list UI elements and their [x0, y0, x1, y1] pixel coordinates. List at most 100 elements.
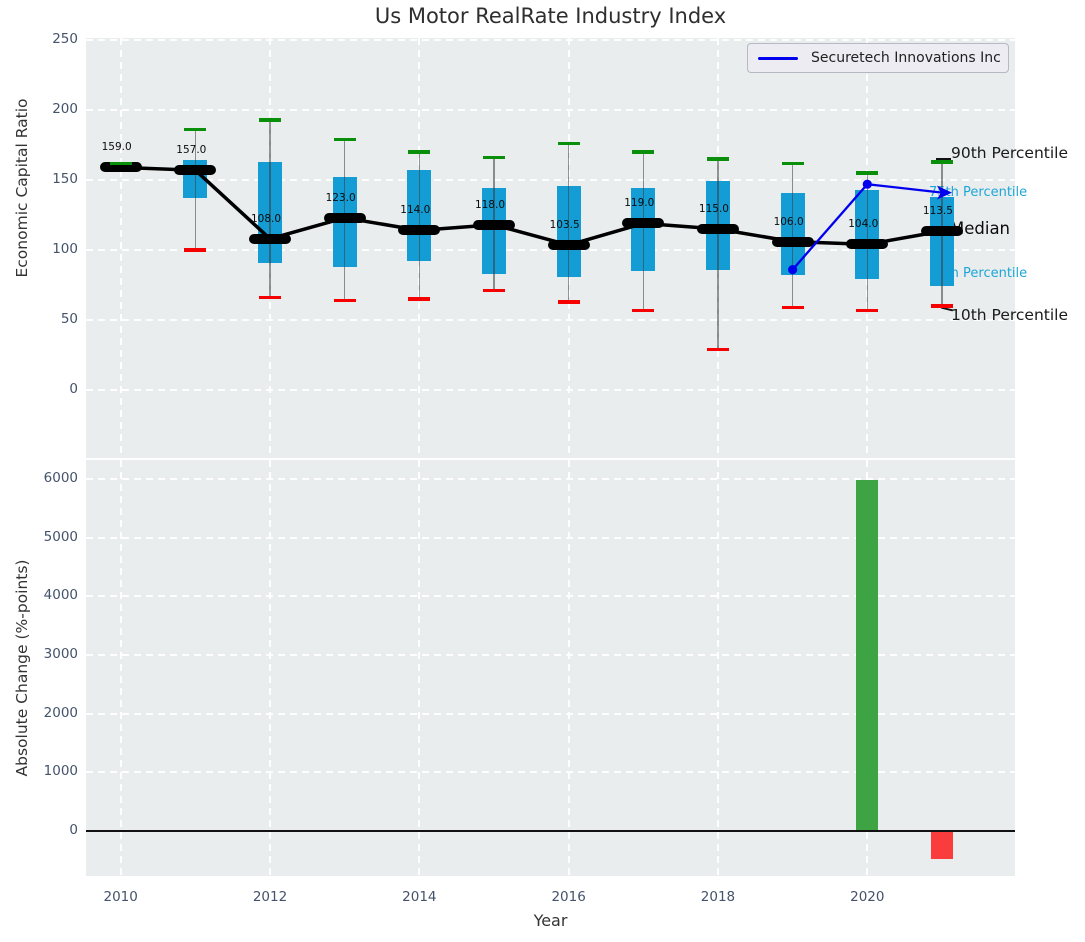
- p10-cap-2021: [930, 304, 953, 308]
- top-gridline-h: [86, 249, 1015, 251]
- p90-cap-2016: [557, 141, 580, 146]
- bottom-ytick-label: 6000: [43, 469, 78, 486]
- p10-cap-2018: [706, 347, 729, 352]
- median-marker-2019: [771, 236, 814, 247]
- bottom-gridline-v: [567, 460, 570, 876]
- whisker-2012: [269, 119, 271, 298]
- bottom-ytick-label: 3000: [43, 645, 78, 662]
- median-value-label-2010: 159.0: [101, 141, 132, 154]
- bottom-ytick-label: 4000: [43, 587, 78, 604]
- bottom-gridline-h: [86, 536, 1015, 539]
- p10-cap-2016: [557, 300, 580, 304]
- p90-cap-2019: [781, 161, 804, 165]
- p90-cap-2010: [109, 161, 132, 165]
- xtick-label: 2016: [551, 889, 586, 905]
- p90-leader-line: [936, 158, 951, 160]
- p10-cap-2012: [259, 295, 282, 300]
- p10-cap-2011: [184, 248, 207, 252]
- median-marker-2010: [99, 162, 142, 173]
- median-value-label-2012: 108.0: [250, 212, 282, 225]
- xtick-label: 2018: [700, 889, 736, 905]
- bottom-ytick-label: 0: [69, 822, 78, 838]
- p90-cap-2017: [632, 150, 655, 154]
- company-point-2020: [862, 179, 872, 189]
- xtick-label: 2010: [103, 889, 138, 905]
- median-value-label-2016: 103.5: [549, 219, 580, 232]
- legend: Securetech Innovations Inc: [747, 43, 1009, 73]
- legend-label: Securetech Innovations Inc: [811, 50, 1001, 66]
- p10-cap-2020: [856, 308, 879, 312]
- top-gridline-v: [119, 38, 122, 458]
- median-value-label-2020: 104.0: [848, 218, 879, 231]
- median-value-label-2014: 114.0: [400, 204, 431, 217]
- top-ytick-label: 100: [52, 241, 78, 257]
- top-gridline-h: [86, 319, 1015, 321]
- p90-cap-2014: [408, 150, 431, 154]
- p10-cap-2019: [781, 305, 804, 310]
- bottom-gridline-v: [418, 460, 421, 876]
- p90-cap-2021: [930, 160, 953, 164]
- median-value-label-2018: 115.0: [698, 203, 729, 215]
- bottom-gridline-h: [86, 712, 1015, 715]
- p90-cap-2012: [259, 118, 282, 122]
- x-axis-label: Year: [533, 911, 568, 930]
- p10-cap-2017: [632, 308, 655, 312]
- top-ytick-label: 0: [69, 381, 78, 397]
- zero-line: [86, 830, 1015, 832]
- median-marker-2012: [249, 233, 292, 244]
- whisker-2018: [717, 159, 719, 350]
- annotation-p90-label: 90th Percentile: [951, 144, 1069, 162]
- p90-cap-2018: [706, 157, 729, 161]
- median-marker-2014: [398, 225, 441, 236]
- top-ytick-label: 250: [52, 31, 78, 47]
- top-gridline-h: [86, 389, 1015, 391]
- annotation-median-label: Median: [950, 219, 1011, 238]
- annotation-p10-label: 10th Percentile: [951, 306, 1069, 324]
- top-gridline-h: [86, 109, 1015, 111]
- top-ytick-label: 50: [60, 311, 78, 327]
- bottom-gridline-h: [86, 771, 1015, 774]
- p90-cap-2011: [184, 127, 207, 132]
- median-value-label-2017: 119.0: [624, 197, 655, 210]
- xtick-label: 2014: [402, 889, 437, 905]
- whisker-2017: [642, 152, 645, 311]
- bottom-gridline-v: [716, 460, 719, 876]
- median-value-label-2011: 157.0: [176, 144, 207, 157]
- bottom-gridline-h: [86, 653, 1015, 656]
- median-marker-2021: [920, 226, 963, 237]
- median-value-label-2021: 113.5: [922, 205, 953, 218]
- median-marker-2011: [174, 165, 217, 176]
- p10-cap-2015: [483, 288, 505, 293]
- top-ytick-label: 200: [52, 101, 78, 117]
- company-line: [791, 182, 943, 271]
- annotation-p75-label: 75th Percentile: [929, 185, 1028, 200]
- change-bar-2021: [930, 831, 953, 860]
- median-marker-2020: [846, 239, 889, 250]
- bottom-gridline-v: [119, 460, 122, 876]
- whisker-2011: [194, 129, 197, 250]
- median-marker-2017: [622, 218, 665, 229]
- top-ytick-label: 150: [52, 171, 78, 187]
- median-marker-2013: [323, 212, 366, 223]
- median-value-label-2013: 123.0: [325, 191, 356, 204]
- bottom-gridline-h: [86, 477, 1015, 480]
- median-value-label-2019: 106.0: [773, 215, 804, 228]
- median-marker-2016: [547, 240, 590, 251]
- median-marker-2015: [473, 219, 515, 230]
- xtick-label: 2012: [252, 889, 288, 905]
- xtick-label: 2020: [850, 889, 885, 905]
- p90-cap-2020: [856, 171, 879, 175]
- whisker-2016: [567, 143, 570, 302]
- top-gridline-h: [86, 179, 1015, 181]
- chart-title: Us Motor RealRate Industry Index: [374, 4, 727, 28]
- bottom-gridline-v: [269, 460, 272, 876]
- company-arrow-icon: [936, 185, 952, 200]
- median-value-label-2015: 118.0: [474, 198, 505, 211]
- p10-cap-2013: [333, 298, 356, 303]
- bottom-ytick-label: 5000: [43, 528, 78, 545]
- median-marker-2018: [696, 224, 739, 234]
- company-point-2019: [788, 265, 798, 275]
- top-gridline-h: [86, 39, 1015, 41]
